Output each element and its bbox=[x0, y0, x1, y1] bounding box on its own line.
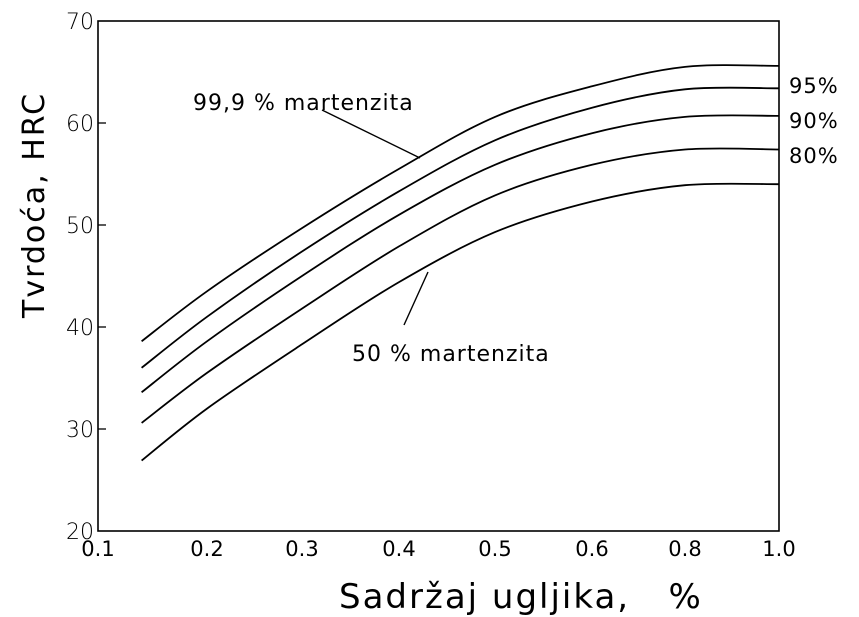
end-label-95: 95% bbox=[789, 74, 839, 98]
x-tick-label: 0.1 bbox=[81, 537, 114, 561]
x-tick-label: 0.3 bbox=[285, 537, 318, 561]
x-tick-label: 0.6 bbox=[575, 537, 608, 561]
annotation-leader-top bbox=[321, 109, 421, 159]
x-tick-label: 0.8 bbox=[668, 537, 701, 561]
y-tick-label: 30 bbox=[66, 418, 94, 443]
series-line-1 bbox=[141, 64, 780, 343]
x-axis-title: Sadržaj ugljika, % bbox=[339, 577, 703, 617]
series-lines bbox=[141, 64, 780, 462]
y-tick-label: 20 bbox=[66, 520, 94, 545]
end-label-90: 90% bbox=[789, 109, 839, 133]
y-tick-label: 70 bbox=[66, 10, 94, 35]
x-tick-label: 0.5 bbox=[478, 537, 511, 561]
y-axis-title: Tvrdoća, HRC bbox=[17, 92, 52, 319]
x-axis: 0.1 0.2 0.3 0.4 0.5 0.6 0.8 1.0 bbox=[81, 537, 795, 561]
x-tick-label: 0.2 bbox=[190, 537, 223, 561]
y-axis: 20 30 40 50 60 70 bbox=[66, 10, 106, 545]
y-tick-label: 60 bbox=[66, 112, 94, 137]
series-line-3 bbox=[141, 114, 780, 394]
series-line-5 bbox=[141, 182, 780, 462]
end-label-80: 80% bbox=[789, 144, 839, 168]
x-tick-label: 0.4 bbox=[382, 537, 415, 561]
y-tick-label: 50 bbox=[66, 214, 94, 239]
annotation-top: 99,9 % martenzita bbox=[193, 91, 414, 116]
annotation-bottom: 50 % martenzita bbox=[352, 342, 550, 367]
x-tick-label: 1.0 bbox=[762, 537, 795, 561]
series-line-2 bbox=[141, 86, 780, 369]
y-tick-label: 40 bbox=[66, 316, 94, 341]
plot-frame bbox=[97, 20, 780, 532]
series-line-4 bbox=[141, 147, 780, 424]
annotation-leader-bottom bbox=[403, 271, 429, 326]
